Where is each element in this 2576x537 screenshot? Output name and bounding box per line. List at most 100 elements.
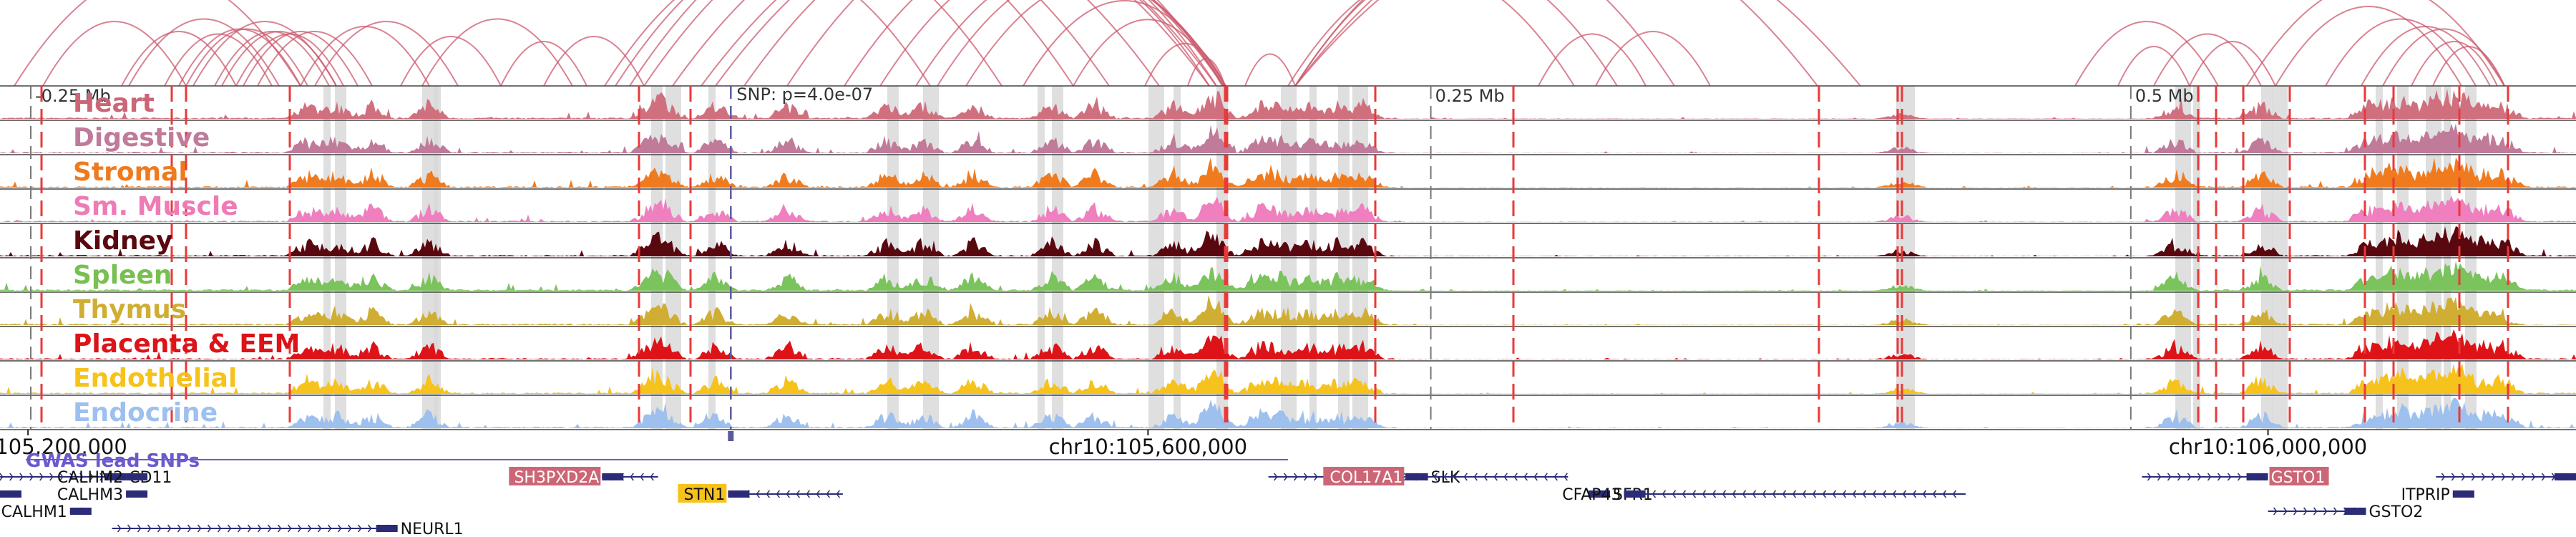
track-label: Digestive [73,123,210,153]
chromatin-loop-arc [629,0,1074,87]
gene-sh3pxd2a: SH3PXD2A [509,467,658,487]
gene-calhm2: CALHM2 [57,469,148,487]
strand-arrow [796,490,800,498]
strand-arrow [1782,490,1787,498]
track-label: Kidney [73,226,173,256]
strand-arrow [59,473,64,481]
strand-arrow [1862,490,1867,498]
strand-arrow [2157,473,2162,481]
chromatin-loop-arc [121,31,237,87]
strand-arrow [2531,473,2536,481]
track-label: Spleen [73,261,172,290]
strand-arrow [227,524,232,533]
chromatin-loop-arc [1023,0,1226,87]
strand-arrow [1952,490,1957,498]
gene-label: ITPRIP [2401,486,2450,504]
chromatin-loop-arc [2411,41,2498,87]
strand-arrow [1304,473,1308,481]
signal-track-thymus [0,295,2576,325]
strand-arrow [9,473,14,481]
strand-arrow [1652,490,1657,498]
chromatin-loop-arc [2361,26,2491,87]
chromatin-loop-arc [164,33,273,87]
strand-arrow [1822,490,1827,498]
chromatin-loop-arc [185,28,308,87]
strand-arrow [49,473,54,481]
strand-arrow [1852,490,1857,498]
strand-arrow [187,524,192,533]
strand-arrow [2323,507,2328,516]
strand-arrow [1702,490,1707,498]
chromatin-loop-arc [1287,0,1575,87]
strand-arrow [247,524,252,533]
strand-arrow [137,524,142,533]
strand-arrow [836,490,840,498]
strand-arrow [2167,473,2172,481]
strand-arrow [1752,490,1757,498]
gene-label: CALHM3 [57,486,123,504]
strand-arrow [29,473,34,481]
gene-neurl1: NEURL1 [112,521,464,537]
strand-arrow [1483,473,1488,481]
strand-arrow [367,524,372,533]
gene-exon [2555,473,2576,480]
gwas-snp-marker [728,431,734,441]
chromatin-loop-arc [2246,0,2505,87]
chromatin-loop-arc [243,31,358,87]
strand-arrow [357,524,362,533]
strand-arrow [1902,490,1907,498]
gene-calhm3: CALHM3 [57,486,148,504]
gene-exon [69,508,92,515]
gene-exon [126,473,148,480]
strand-arrow [806,490,810,498]
strand-arrow [207,524,212,533]
strand-arrow [19,473,24,481]
strand-arrow [756,490,760,498]
strand-arrow [786,490,790,498]
signal-track-endothelial [0,364,2576,394]
strand-arrow [1662,490,1667,498]
strand-arrow [1453,473,1458,481]
strand-arrow [1742,490,1747,498]
chromatin-loop-arc [221,31,337,87]
gene-exon [104,473,127,480]
gene-col17a1: COL17A1 [1323,467,1568,487]
chromatin-loop-arc [715,0,1217,87]
strand-arrow [1314,473,1318,481]
strand-arrow [2471,473,2476,481]
strand-arrow [2197,473,2202,481]
strand-arrow [2227,473,2232,481]
chromatin-loop-arc [844,0,1217,87]
strand-arrow [2207,473,2212,481]
strand-arrow [69,473,74,481]
strand-arrow [2501,473,2506,481]
chromatin-loop-arc [786,0,1224,87]
strand-arrow [1563,473,1568,481]
chromatin-loop-arc [314,21,459,87]
chromatin-loop-arc [543,36,645,87]
chromatin-loop-arc [2153,33,2262,87]
strand-arrow [1284,473,1288,481]
gene-cfap58: CFAP58 [2436,473,2576,481]
strand-arrow [1812,490,1817,498]
strand-arrow [1712,490,1717,498]
strand-arrow [2217,473,2222,481]
strand-arrow [117,524,122,533]
strand-arrow [2237,473,2242,481]
x-tick-label: chr10:105,600,000 [1049,435,1247,459]
strand-arrow [1932,490,1937,498]
strand-arrow [1553,473,1558,481]
strand-arrow [1463,473,1468,481]
gene-gsto1: GSTO1 [2142,467,2329,487]
strand-arrow [2313,507,2318,516]
strand-arrow [2273,507,2278,516]
strand-arrow [630,473,634,481]
signal-track-digestive [0,123,2576,153]
strand-arrow [317,524,322,533]
strand-arrow [2491,473,2496,481]
chromatin-loop-arc [2117,46,2190,87]
x-tick-label: chr10:105,200,000 [0,435,127,459]
gene-highlight [2269,467,2329,485]
